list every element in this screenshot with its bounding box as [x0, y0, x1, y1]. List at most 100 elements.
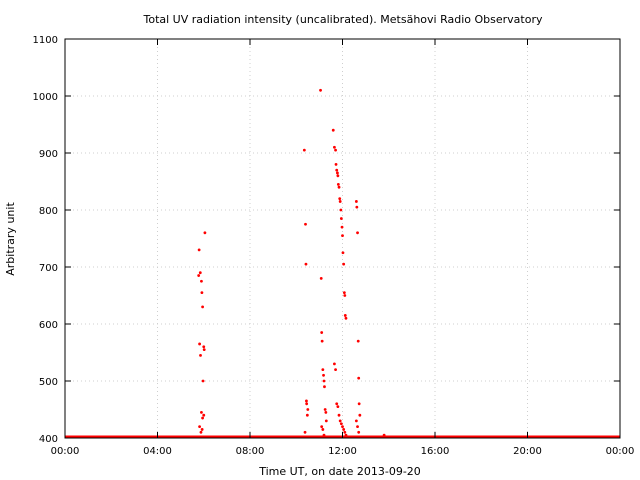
- data-point: [304, 222, 307, 226]
- data-point: [336, 182, 340, 186]
- data-point: [197, 274, 201, 277]
- data-point: [201, 379, 205, 383]
- data-point: [322, 433, 326, 437]
- x-tick-label: 16:00: [421, 446, 450, 457]
- data-point: [341, 425, 344, 428]
- data-point: [321, 428, 325, 431]
- data-point: [342, 291, 346, 295]
- data-point: [343, 294, 347, 297]
- data-point: [340, 225, 344, 229]
- data-point: [200, 428, 204, 431]
- data-point: [343, 430, 347, 434]
- data-point: [333, 362, 336, 366]
- data-point: [354, 419, 358, 423]
- data-point: [333, 145, 336, 149]
- data-point: [323, 385, 326, 389]
- data-point: [337, 185, 341, 189]
- data-point: [323, 408, 327, 411]
- data-point: [320, 339, 324, 343]
- data-point: [302, 148, 306, 152]
- data-point: [382, 433, 386, 437]
- x-tick-label: 12:00: [328, 446, 357, 457]
- data-point: [354, 200, 358, 203]
- data-point: [338, 200, 342, 203]
- y-axis-label: Arbitrary unit: [4, 202, 17, 276]
- data-point: [356, 339, 360, 343]
- y-tick-label: 1100: [33, 35, 58, 46]
- data-point: [356, 425, 359, 428]
- data-point: [342, 262, 346, 266]
- data-point: [305, 413, 309, 417]
- data-point: [322, 373, 325, 377]
- data-point: [324, 419, 328, 423]
- data-point: [338, 419, 342, 423]
- x-axis-label: Time UT, on date 2013-09-20: [258, 465, 421, 478]
- y-tick-label: 900: [39, 149, 58, 160]
- data-point: [342, 428, 346, 431]
- data-point: [334, 148, 337, 152]
- x-tick-label: 20:00: [513, 446, 542, 457]
- data-point: [339, 422, 343, 426]
- data-point: [201, 305, 204, 309]
- data-point: [335, 402, 339, 406]
- grid-lines: [65, 39, 620, 438]
- data-point: [357, 430, 361, 434]
- data-point: [305, 402, 309, 406]
- data-point: [337, 413, 341, 417]
- data-point: [344, 316, 348, 320]
- data-point: [341, 234, 344, 238]
- axes: 00:00 04:00 08:00 12:00 16:00 20:00 00:0040050…: [33, 35, 635, 457]
- data-point: [335, 168, 339, 172]
- data-point: [320, 331, 324, 334]
- y-tick-label: 600: [39, 320, 58, 331]
- data-point: [321, 368, 325, 371]
- x-tick-label: 04:00: [143, 446, 172, 457]
- data-point: [202, 345, 206, 349]
- y-tick-label: 700: [39, 263, 58, 274]
- data-point: [200, 279, 203, 283]
- data-point: [320, 425, 324, 428]
- data-point: [200, 410, 203, 414]
- data-point: [356, 231, 359, 235]
- x-tick-label: 08:00: [236, 446, 265, 457]
- data-point: [331, 128, 335, 132]
- y-tick-label: 800: [39, 206, 58, 217]
- chart-title: Total UV radiation intensity (uncalibrat…: [143, 13, 543, 26]
- data-point: [198, 425, 201, 428]
- data-point: [343, 314, 347, 317]
- y-tick-label: 1000: [33, 92, 58, 103]
- data-point: [336, 405, 340, 409]
- data-point: [199, 353, 202, 357]
- data-point: [341, 251, 345, 255]
- data-point: [334, 163, 338, 166]
- data-point: [358, 413, 362, 417]
- data-point: [199, 430, 203, 434]
- data-point: [197, 248, 201, 252]
- x-tick-label: 00:00: [606, 446, 635, 457]
- data-point: [200, 291, 204, 295]
- data-point: [303, 430, 307, 434]
- data-point: [339, 217, 343, 220]
- data-point: [336, 171, 339, 175]
- data-point: [336, 174, 340, 178]
- data-point: [202, 348, 206, 352]
- data-point: [324, 410, 328, 414]
- data-point: [334, 368, 337, 371]
- data-point: [203, 231, 207, 235]
- data-point: [357, 376, 361, 380]
- data-point: [305, 399, 308, 403]
- data-point: [319, 88, 322, 92]
- data-point: [357, 402, 361, 406]
- data-point: [306, 408, 310, 411]
- data-point: [201, 416, 204, 420]
- data-point: [198, 342, 201, 346]
- y-tick-label: 400: [39, 434, 58, 445]
- data-point: [339, 208, 343, 212]
- x-tick-label: 00:00: [51, 446, 80, 457]
- data-point: [355, 205, 359, 209]
- data-point: [338, 197, 342, 201]
- data-point: [319, 277, 323, 280]
- y-tick-label: 500: [39, 377, 58, 388]
